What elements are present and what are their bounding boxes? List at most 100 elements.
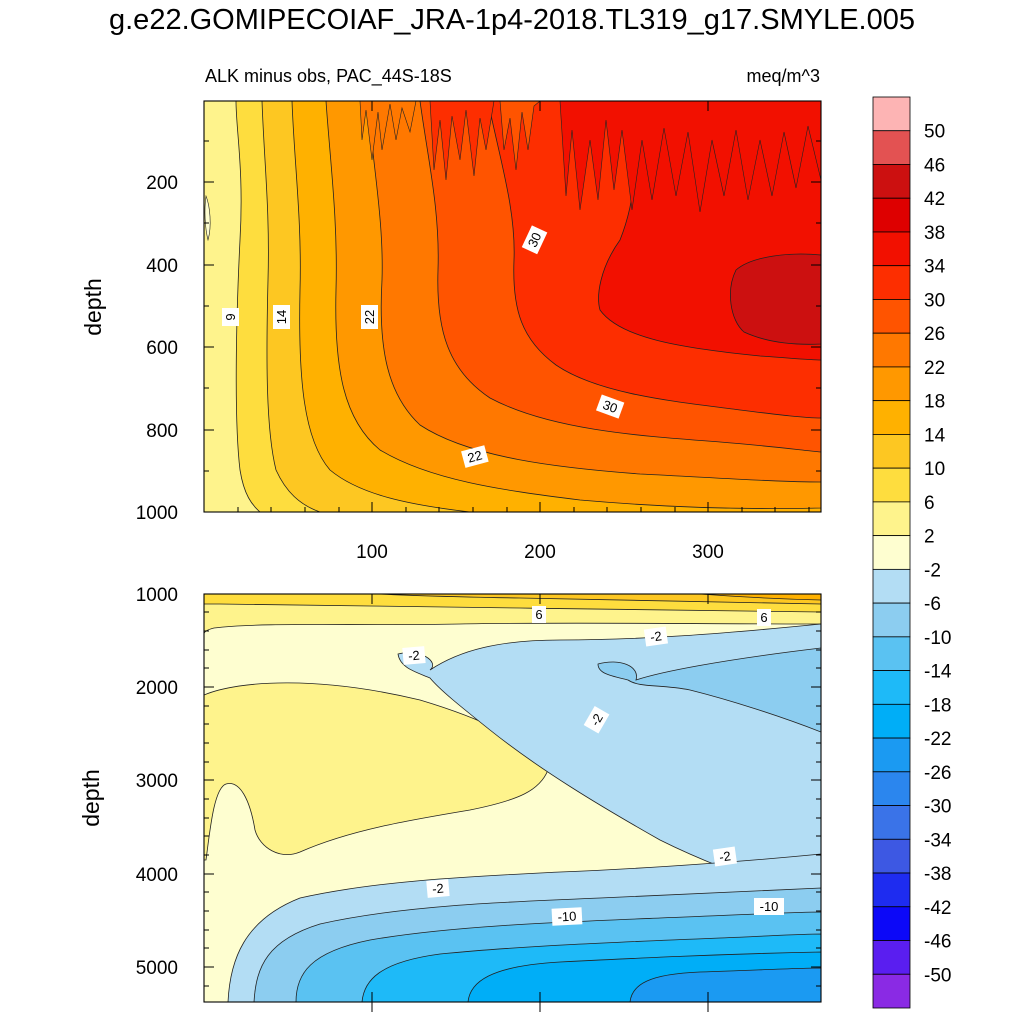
colorbar-swatch	[872, 940, 911, 975]
colorbar-level-label: 18	[924, 392, 945, 413]
svg-text:-2: -2	[649, 628, 663, 644]
colorbar-swatch	[872, 703, 911, 739]
colorbar-level-label: -10	[924, 628, 951, 649]
colorbar-level-label: 30	[924, 290, 945, 311]
xtick-label-200: 200	[524, 542, 556, 563]
colorbar-swatch	[872, 973, 911, 1009]
bottom-y-axis-title: depth	[78, 769, 104, 827]
colorbar-level-label: -14	[924, 662, 952, 683]
colorbar-swatch	[872, 265, 911, 300]
colorbar-level-label: -26	[924, 763, 951, 784]
svg-text:6: 6	[760, 610, 767, 625]
colorbar-swatch	[872, 568, 911, 604]
colorbar-swatch	[872, 602, 911, 638]
svg-text:30: 30	[601, 397, 620, 416]
top-band-38	[730, 253, 821, 345]
colorbar-swatch	[872, 670, 911, 705]
colorbar-level-label: -6	[924, 594, 941, 615]
svg-text:-10: -10	[760, 899, 779, 914]
colorbar-swatch	[872, 400, 911, 435]
colorbar-swatch	[872, 771, 911, 806]
colorbar-swatch	[872, 636, 911, 671]
colorbar-level-label: 22	[924, 358, 945, 379]
svg-text:30: 30	[525, 230, 545, 249]
colorbar-swatch	[872, 96, 911, 132]
xtick-label-100: 100	[356, 542, 388, 563]
top-surface-jagged-4	[499, 101, 541, 171]
svg-text:22: 22	[466, 447, 484, 465]
top-contour-label-14: 14	[273, 305, 290, 329]
svg-text:6: 6	[535, 607, 542, 622]
top-panel-units: meq/m^3	[747, 66, 820, 86]
svg-text:9: 9	[223, 313, 238, 320]
colorbar-swatch	[872, 805, 911, 840]
top-ytick-label-600: 600	[146, 338, 178, 359]
colorbar-level-label: -18	[924, 695, 951, 716]
bottom-contour-label-neg2-e: -2	[426, 879, 450, 898]
top-contour-label-30-upper: 30	[521, 225, 548, 255]
top-panel-title: ALK minus obs, PAC_44S-18S	[205, 66, 452, 87]
xtick-label-300: 300	[692, 542, 724, 563]
colorbar-swatch	[872, 231, 911, 267]
top-contour-field	[204, 101, 821, 512]
bottom-band-10-14	[379, 594, 821, 605]
colorbar-level-label: -30	[924, 797, 951, 818]
top-contour-label-9: 9	[222, 308, 239, 326]
top-panel: ALK minus obs, PAC_44S-18S meq/m^3 9	[80, 66, 822, 563]
top-contour-label-22-lower: 22	[461, 445, 489, 468]
colorbar-swatch	[872, 737, 911, 773]
bottom-warm-lobe	[204, 682, 549, 861]
colorbar-level-label: 6	[924, 493, 935, 514]
bottom-band-neg22-deep	[629, 967, 821, 1002]
top-ytick-label-800: 800	[146, 421, 178, 442]
colorbar-level-label: -34	[924, 830, 952, 851]
bottom-contour-label-6-b: 6	[757, 609, 771, 626]
svg-text:14: 14	[274, 310, 289, 324]
colorbar-swatch	[872, 332, 911, 368]
colorbar-level-label: 50	[924, 122, 945, 143]
colorbar-swatch	[872, 197, 911, 233]
bottom-contour-label-neg2-b: -2	[402, 646, 426, 665]
bottom-y-axis	[204, 594, 821, 1012]
top-contour-label-30-lower: 30	[595, 394, 625, 419]
bottom-panel: 6 6 -2 -2 -2 -2 -2 -10	[78, 585, 822, 1012]
colorbar-swatch	[872, 501, 911, 537]
bottom-ytick-label-3000: 3000	[136, 771, 178, 792]
colorbar-level-label: -46	[924, 932, 951, 953]
bottom-ytick-label-1000: 1000	[136, 585, 178, 606]
colorbar-swatch	[872, 299, 911, 334]
top-y-axis	[204, 140, 821, 472]
bottom-ytick-label-4000: 4000	[136, 865, 178, 886]
top-surface-jagged	[359, 101, 417, 161]
colorbar-swatch	[872, 838, 911, 874]
bottom-contour-label-neg2-c: -2	[583, 705, 610, 734]
colorbar-swatch	[872, 434, 911, 469]
top-ytick-label-1000: 1000	[136, 503, 178, 524]
top-y-axis-title: depth	[80, 278, 106, 336]
svg-text:-10: -10	[557, 909, 577, 925]
bottom-ytick-label-2000: 2000	[136, 678, 178, 699]
bottom-contour-label-neg2-a: -2	[643, 626, 669, 647]
colorbar-swatch	[872, 535, 911, 570]
colorbar-level-label: 26	[924, 324, 945, 345]
colorbar-swatch	[872, 366, 911, 402]
bottom-band-neg6-neg10-upper	[597, 647, 821, 733]
colorbar-level-label: -2	[924, 560, 941, 581]
colorbar-swatch	[872, 872, 911, 908]
bottom-contour-field	[204, 594, 821, 1002]
colorbar-swatch	[872, 906, 911, 941]
colorbar-swatch	[872, 130, 911, 165]
colorbar-level-label: -38	[924, 864, 951, 885]
svg-text:22: 22	[362, 310, 377, 324]
top-surface-jagged-2	[429, 101, 495, 181]
svg-text:-2: -2	[432, 881, 445, 897]
colorbar-swatch	[872, 467, 911, 503]
colorbar-level-label: 38	[924, 223, 945, 244]
top-ytick-label-400: 400	[146, 256, 178, 277]
colorbar-level-label: -42	[924, 898, 951, 919]
colorbar-level-label: 42	[924, 189, 945, 210]
colorbar-level-label: 14	[924, 425, 946, 446]
bottom-contour-label-neg10-b: -10	[754, 898, 784, 915]
colorbar-level-label: 10	[924, 459, 945, 480]
colorbar-swatch	[872, 164, 911, 199]
